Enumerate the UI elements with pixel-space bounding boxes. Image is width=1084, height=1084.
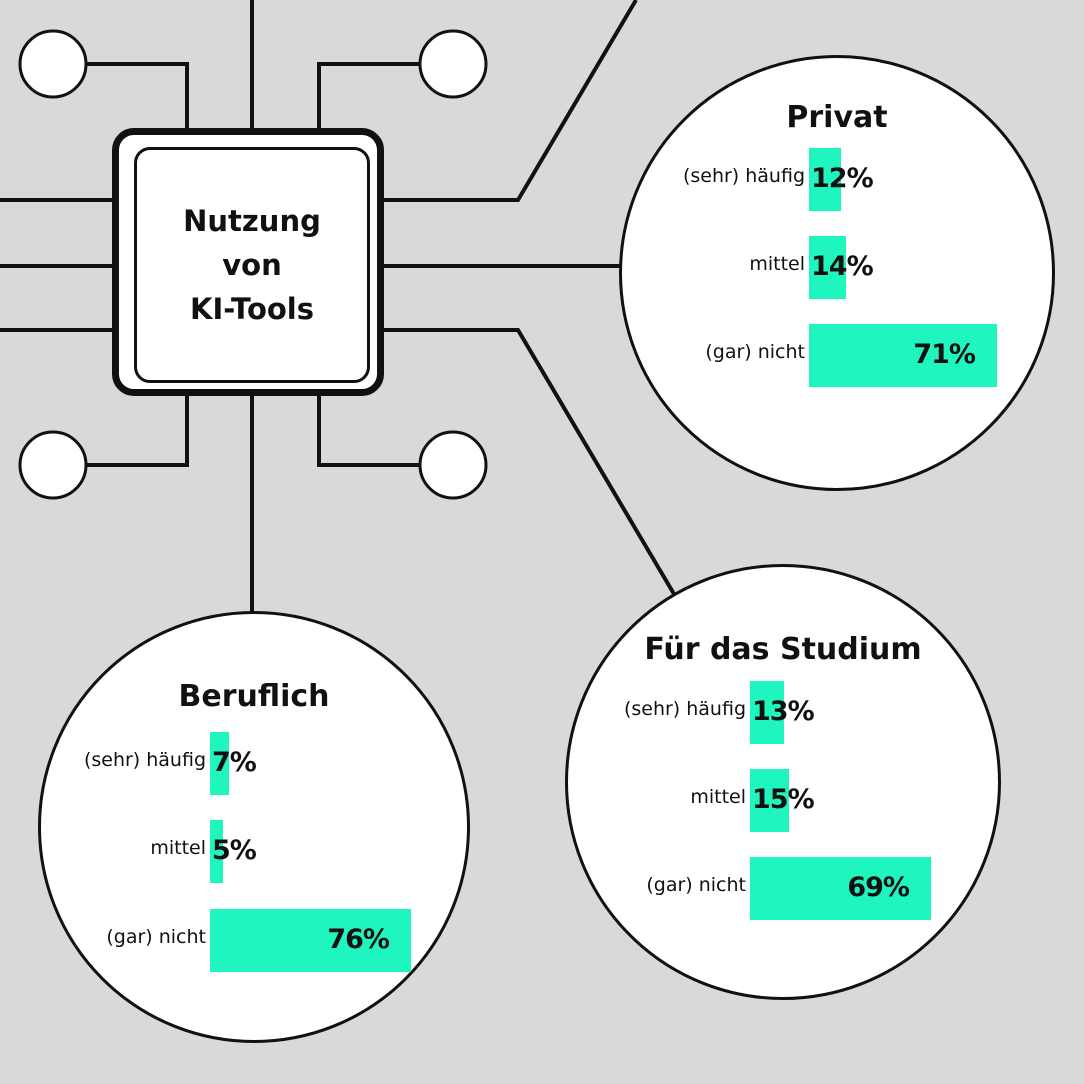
bubble-title-privat: Privat bbox=[786, 100, 888, 135]
bar-value-label: 76% bbox=[327, 924, 390, 955]
bar-value-label: 12% bbox=[811, 163, 874, 194]
bar bbox=[750, 857, 931, 920]
bar bbox=[210, 820, 223, 883]
bubble-title-beruflich: Beruflich bbox=[178, 679, 330, 714]
node-bottom-right bbox=[418, 430, 488, 500]
bar-value-label: 13% bbox=[752, 696, 815, 727]
node-top-left bbox=[18, 29, 88, 99]
bubble-beruflich bbox=[38, 611, 470, 1043]
bar bbox=[809, 236, 846, 299]
wire-bottom-right-node bbox=[317, 394, 420, 467]
node-bottom-left bbox=[18, 430, 88, 500]
node-top-right bbox=[418, 29, 488, 99]
row-label: (gar) nicht bbox=[646, 874, 746, 896]
row-label: (sehr) häufig bbox=[623, 698, 746, 720]
wire-bottom-left-node bbox=[86, 394, 189, 467]
chip-title-line-3: KI-Tools bbox=[189, 292, 314, 326]
bar bbox=[809, 324, 997, 387]
bar-value-label: 69% bbox=[847, 872, 910, 903]
row-label: mittel bbox=[150, 837, 206, 859]
bar bbox=[809, 148, 841, 211]
bar-value-label: 7% bbox=[212, 747, 257, 778]
chip-title-line-2: von bbox=[222, 248, 282, 282]
bar bbox=[210, 732, 229, 795]
bar bbox=[750, 769, 789, 832]
row-label: (gar) nicht bbox=[106, 926, 206, 948]
row-label: (gar) nicht bbox=[705, 341, 805, 363]
bar bbox=[210, 909, 411, 972]
bar-value-label: 5% bbox=[212, 835, 257, 866]
wire-to-top-edge bbox=[384, 0, 638, 202]
bubble-title-studium: Für das Studium bbox=[644, 632, 922, 667]
chip: Nutzung von KI-Tools bbox=[134, 147, 370, 383]
bar-value-label: 14% bbox=[811, 251, 874, 282]
row-label: (sehr) häufig bbox=[682, 165, 805, 187]
bar-value-label: 15% bbox=[752, 784, 815, 815]
wire-top-right-node bbox=[317, 62, 420, 130]
row-label: mittel bbox=[690, 786, 746, 808]
row-label: (sehr) häufig bbox=[83, 749, 206, 771]
bar-value-label: 71% bbox=[913, 339, 976, 370]
wire-to-studium bbox=[384, 328, 676, 596]
chip-title-line-1: Nutzung bbox=[183, 204, 321, 238]
bar bbox=[750, 681, 784, 744]
row-label: mittel bbox=[749, 253, 805, 275]
wire-top-left-node bbox=[86, 62, 189, 130]
